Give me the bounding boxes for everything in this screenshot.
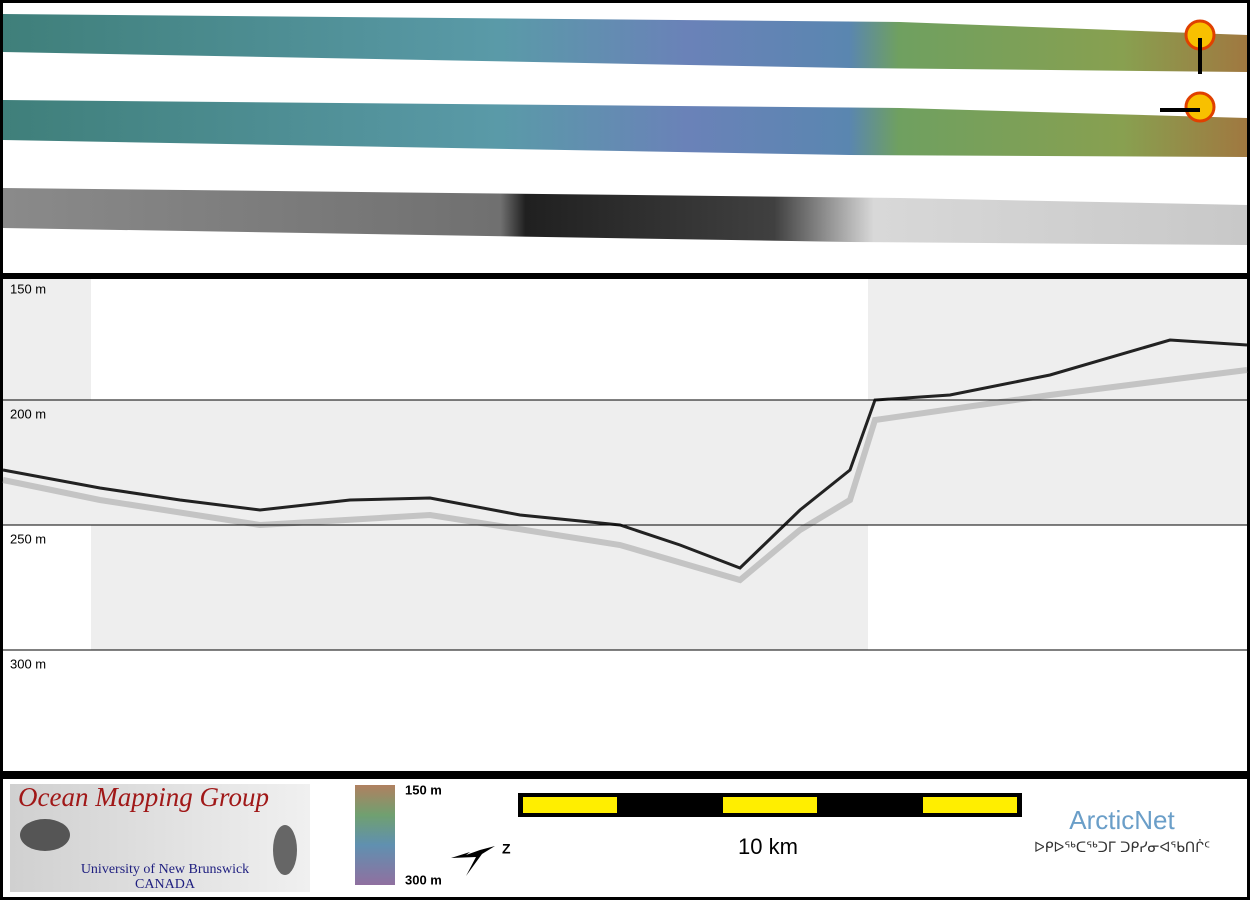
compass-label: Z bbox=[502, 841, 511, 857]
logo-title: Ocean Mapping Group bbox=[18, 782, 269, 812]
scale-segment bbox=[523, 797, 617, 813]
scale-label: 10 km bbox=[738, 834, 798, 859]
scale-segment bbox=[723, 797, 817, 813]
subbottom-echo bbox=[2, 367, 1248, 584]
depth-label: 300 m bbox=[10, 656, 46, 671]
depth-label: 200 m bbox=[10, 406, 46, 421]
sun-icon bbox=[1184, 91, 1216, 123]
colorbar-top-label: 150 m bbox=[405, 782, 442, 797]
logo-graphic bbox=[20, 819, 70, 851]
logo-country: CANADA bbox=[135, 877, 196, 892]
bathymetry-strip bbox=[3, 14, 1247, 72]
colorbar-bottom-label: 300 m bbox=[405, 872, 442, 887]
backscatter-strip bbox=[3, 100, 1247, 157]
profile-background bbox=[868, 279, 1247, 525]
logo-university: University of New Brunswick bbox=[81, 862, 249, 877]
logo-graphic bbox=[273, 825, 297, 875]
scale-segment bbox=[923, 797, 1017, 813]
partner-name: ArcticNet bbox=[1069, 805, 1175, 835]
colorbar bbox=[355, 785, 395, 885]
partner-syllabics: ᐅᑭᐅᖅᑕᖅᑐᒥ ᑐᑭᓯᓂᐊᖃᑎᒌᑦ bbox=[1034, 839, 1210, 856]
depth-label: 150 m bbox=[10, 281, 46, 296]
sidescan-strip bbox=[3, 188, 1247, 245]
depth-label: 250 m bbox=[10, 531, 46, 546]
seabed-profile bbox=[2, 338, 1248, 570]
